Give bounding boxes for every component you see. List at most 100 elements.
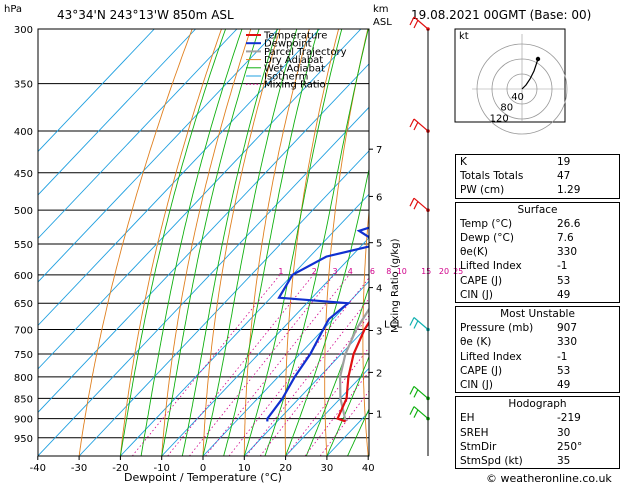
x-tick-label: -20 bbox=[112, 463, 128, 474]
stat-value: 30 bbox=[557, 426, 571, 439]
stat-value: 250° bbox=[557, 440, 583, 453]
wind-barb bbox=[413, 317, 429, 330]
stat-label: Pressure (mb) bbox=[460, 322, 534, 335]
stat-label: Lifted Index bbox=[460, 350, 522, 363]
mixing-ratio-line bbox=[228, 277, 369, 456]
hodograph-stats-block: Hodograph EH -219 SREH 30 StmDir 250° StmSpd (… bbox=[455, 396, 620, 470]
stat-label: K bbox=[460, 156, 467, 168]
mixing-ratio-label: 20 bbox=[439, 267, 449, 276]
stat-row: PW (cm) 1.29 bbox=[456, 183, 619, 197]
isotherm-line bbox=[38, 29, 320, 327]
dry-adiabat-line bbox=[78, 29, 193, 456]
background-lines bbox=[38, 29, 456, 456]
mixing-ratio-label: 1 bbox=[278, 267, 283, 276]
plot-frame bbox=[37, 28, 370, 457]
pressure-tick-label: 700 bbox=[14, 326, 33, 337]
km-tick-label: 4 bbox=[376, 284, 382, 295]
asl-label: ASL bbox=[373, 17, 392, 28]
wind-barb bbox=[413, 16, 429, 30]
stat-row: CIN (J) 49 bbox=[456, 288, 619, 302]
stat-row: StmSpd (kt) 35 bbox=[456, 454, 619, 468]
x-axis-label: Dewpoint / Temperature (°C) bbox=[124, 471, 282, 484]
stat-label: Totals Totals bbox=[460, 170, 524, 183]
stat-value: 330 bbox=[557, 336, 578, 349]
x-tick-label: -30 bbox=[71, 463, 87, 474]
stat-label: Dewp (°C) bbox=[460, 232, 514, 245]
stat-value: 49 bbox=[557, 288, 571, 301]
stat-value: -219 bbox=[557, 412, 581, 425]
pressure-tick-label: 900 bbox=[14, 415, 33, 426]
legend-item: Isotherm bbox=[264, 72, 308, 83]
wind-barb-flag bbox=[409, 317, 415, 326]
legend-item: Mixing Ratio bbox=[264, 80, 326, 91]
hodograph-unit: kt bbox=[459, 31, 469, 42]
stat-value: 53 bbox=[557, 274, 571, 287]
stat-value: 1.29 bbox=[557, 184, 581, 197]
stat-row: Totals Totals 47 bbox=[456, 169, 619, 183]
index-block: K 19 Totals Totals 47 PW (cm) 1.29 bbox=[455, 154, 620, 199]
wind-barb-flag bbox=[413, 409, 419, 418]
wind-barb-flag bbox=[413, 200, 419, 210]
wind-barb-flag bbox=[409, 386, 415, 395]
stat-value: 53 bbox=[557, 364, 571, 377]
datetime-title: 19.08.2021 00GMT (Base: 00) bbox=[411, 8, 591, 22]
dry-adiabat-line bbox=[202, 29, 281, 456]
x-tick-label: 40 bbox=[362, 463, 375, 474]
wind-barb-flag bbox=[409, 16, 415, 26]
stat-value: -1 bbox=[557, 260, 568, 273]
stat-value: 35 bbox=[557, 455, 571, 468]
dry-adiabat-line bbox=[400, 29, 427, 456]
stat-value: 49 bbox=[557, 379, 571, 392]
isotherm-line bbox=[38, 63, 369, 413]
pressure-tick-label: 550 bbox=[14, 240, 33, 251]
pressure-tick-label: 300 bbox=[14, 25, 33, 36]
isotherm-line bbox=[161, 237, 369, 456]
most-unstable-block: Most Unstable Pressure (mb) 907 θe (K) 330 L… bbox=[455, 306, 620, 394]
stat-label: θe(K) bbox=[460, 246, 488, 259]
stat-label: CAPE (J) bbox=[460, 364, 503, 377]
stat-label: CIN (J) bbox=[460, 379, 493, 392]
x-tick-label: 10 bbox=[238, 463, 251, 474]
wind-barb-flag bbox=[409, 406, 415, 415]
isotherm-line bbox=[202, 280, 369, 456]
hodograph-endpoint bbox=[535, 56, 541, 62]
wet-adiabat-line bbox=[202, 29, 298, 456]
stat-label: θe (K) bbox=[460, 336, 492, 349]
lcl-label: LCL bbox=[384, 319, 403, 330]
profiles bbox=[266, 226, 369, 423]
mixing-ratio-label: 8 bbox=[386, 267, 391, 276]
wind-barbs bbox=[409, 16, 430, 456]
isotherm-line bbox=[243, 324, 369, 456]
stat-label: StmDir bbox=[460, 440, 497, 453]
x-tick-label: 0 bbox=[200, 463, 206, 474]
x-tick-label: -10 bbox=[154, 463, 170, 474]
stat-row: CAPE (J) 53 bbox=[456, 274, 619, 288]
mixing-ratio-line bbox=[189, 274, 335, 456]
stat-value: 19 bbox=[557, 156, 571, 168]
dry-adiabat-line bbox=[324, 29, 369, 456]
mixing-ratio-label: 10 bbox=[397, 267, 407, 276]
stat-row: θe (K) 330 bbox=[456, 335, 619, 349]
km-tick-label: 3 bbox=[376, 327, 382, 338]
pressure-tick-label: 500 bbox=[14, 206, 33, 217]
stat-label: StmSpd (kt) bbox=[460, 455, 523, 468]
footer-credit: © weatheronline.co.uk bbox=[486, 472, 612, 485]
stat-row: EH -219 bbox=[456, 411, 619, 425]
wind-barb-flag bbox=[413, 389, 419, 398]
legend-item: Temperature bbox=[263, 31, 327, 42]
mixing-ratio-label: 25 bbox=[453, 267, 463, 276]
stat-row: StmDir 250° bbox=[456, 440, 619, 454]
wind-barb bbox=[413, 385, 429, 399]
stat-row: Lifted Index -1 bbox=[456, 259, 619, 273]
mixing-ratio-line bbox=[131, 274, 281, 456]
dry-adiabat-line bbox=[436, 29, 456, 456]
stat-row: Dewp (°C) 7.6 bbox=[456, 231, 619, 245]
wind-barb-flag bbox=[413, 19, 419, 29]
stat-row: Pressure (mb) 907 bbox=[456, 321, 619, 335]
mixing-ratio-line bbox=[259, 315, 369, 456]
wind-barb bbox=[413, 197, 429, 211]
km-tick-label: 1 bbox=[376, 409, 382, 420]
wind-barb bbox=[413, 118, 429, 132]
indices-panel: K 19 Totals Totals 47 PW (cm) 1.29 Surface Te… bbox=[455, 154, 620, 472]
